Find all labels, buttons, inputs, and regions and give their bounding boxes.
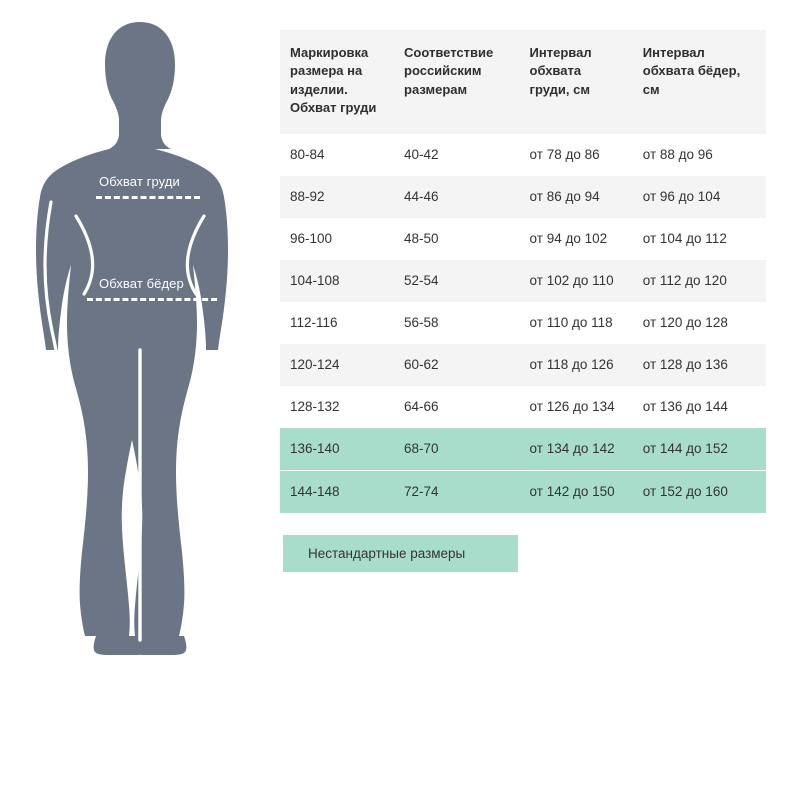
cell-russian-size: 48-50 [404, 231, 439, 247]
cell-hip-interval: от 152 до 160 [642, 484, 728, 500]
table-header: Маркировка размера на изделии. Обхват гр… [280, 30, 766, 134]
cell-hip-interval: от 120 до 128 [642, 315, 728, 331]
female-body-silhouette [36, 22, 237, 655]
cell-chest-interval: от 126 до 134 [529, 399, 615, 415]
cell-russian-size: 68-70 [394, 427, 520, 471]
cell-marking: 80-84 [290, 147, 325, 163]
table-body: 80-84 40-42 от 78 до 86 от 88 до 96 88-92 44-… [280, 133, 766, 513]
column-header-marking: Маркировка размера на изделии. Обхват гр… [280, 30, 394, 134]
cell-chest-interval: от 134 до 142 [519, 427, 633, 471]
figure-panel: Обхват груди Обхват бёдер [0, 0, 280, 800]
cell-chest-interval: от 102 до 110 [529, 273, 614, 289]
cell-hip-interval: от 144 до 152 [632, 427, 766, 471]
cell-marking: 120-124 [290, 357, 340, 373]
cell-marking: 144-148 [290, 484, 340, 500]
cell-marking: 96-100 [290, 231, 333, 247]
column-header-chest-interval: Интервал обхвата груди, см [519, 30, 633, 134]
cell-chest-interval: от 118 до 126 [529, 357, 614, 373]
cell-chest-interval: от 94 до 102 [529, 231, 608, 247]
cell-russian-size: 72-74 [404, 484, 439, 500]
chest-measure-label: Обхват груди [99, 174, 180, 189]
table-row: 112-116 56-58 от 110 до 118 от 120 до 128 [280, 301, 766, 344]
cell-chest-interval: от 110 до 118 [529, 315, 613, 331]
cell-russian-size: 52-54 [404, 273, 439, 289]
cell-russian-size: 64-66 [404, 399, 439, 415]
table-row: 88-92 44-46 от 86 до 94 от 96 до 104 [280, 175, 766, 218]
cell-russian-size: 56-58 [404, 315, 439, 331]
table-header-row: Маркировка размера на изделии. Обхват гр… [280, 30, 766, 134]
cell-hip-interval: от 96 до 104 [642, 189, 721, 205]
size-chart-table: Маркировка размера на изделии. Обхват гр… [280, 30, 766, 513]
table-row: 136-140 68-70 от 134 до 142 от 144 до 152 [280, 427, 766, 471]
cell-chest-interval: от 78 до 86 [529, 147, 600, 163]
table-row: 128-132 64-66 от 126 до 134 от 136 до 144 [280, 385, 766, 428]
cell-marking: 104-108 [290, 273, 340, 289]
column-header-hip-interval: Интервал обхвата бёдер, см [632, 30, 766, 134]
table-row: 144-148 72-74 от 142 до 150 от 152 до 160 [280, 470, 766, 513]
cell-hip-interval: от 88 до 96 [642, 147, 713, 163]
table-row: 120-124 60-62 от 118 до 126 от 128 до 136 [280, 343, 766, 386]
cell-chest-interval: от 86 до 94 [529, 189, 600, 205]
nonstandard-sizes-legend: Нестандартные размеры [283, 535, 518, 572]
table-row: 96-100 48-50 от 94 до 102 от 104 до 112 [280, 217, 766, 260]
cell-marking: 136-140 [280, 427, 394, 471]
hip-measure-line [87, 298, 217, 301]
column-header-russian-size: Соответствие российским размерам [394, 30, 520, 134]
nonstandard-sizes-legend-label: Нестандартные размеры [308, 546, 466, 561]
cell-hip-interval: от 128 до 136 [642, 357, 728, 373]
cell-russian-size: 60-62 [404, 357, 439, 373]
cell-marking: 128-132 [290, 399, 340, 415]
cell-marking: 112-116 [290, 315, 338, 331]
chest-measure-line [96, 196, 200, 199]
cell-hip-interval: от 112 до 120 [642, 273, 727, 289]
table-row: 80-84 40-42 от 78 до 86 от 88 до 96 [280, 133, 766, 176]
cell-hip-interval: от 104 до 112 [642, 231, 727, 247]
table-row: 104-108 52-54 от 102 до 110 от 112 до 120 [280, 259, 766, 302]
cell-chest-interval: от 142 до 150 [529, 484, 615, 500]
cell-marking: 88-92 [290, 189, 325, 205]
cell-hip-interval: от 136 до 144 [642, 399, 728, 415]
hip-measure-label: Обхват бёдер [99, 276, 184, 291]
cell-russian-size: 44-46 [404, 189, 439, 205]
cell-russian-size: 40-42 [404, 147, 439, 163]
